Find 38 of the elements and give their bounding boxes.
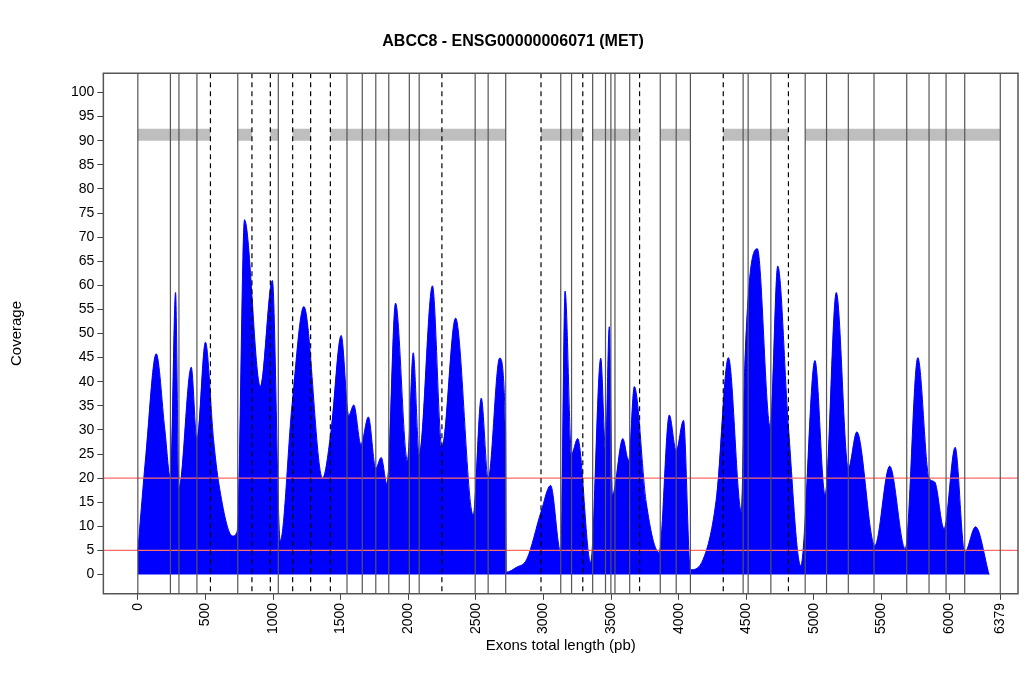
- y-tick-label: 45: [78, 348, 95, 365]
- x-axis-title: Exons total length (pb): [485, 636, 636, 654]
- x-tick-label: 2000: [399, 602, 416, 635]
- y-tick-label: 15: [78, 493, 95, 510]
- x-tick-label: 0: [128, 602, 145, 611]
- chart-title: ABCC8 - ENSG00000006071 (MET): [382, 32, 644, 50]
- y-tick-label: 70: [78, 227, 95, 244]
- x-tick-label: 3000: [534, 602, 551, 635]
- y-tick-label: 55: [78, 300, 95, 317]
- y-tick-label: 100: [71, 83, 95, 100]
- y-tick-label: 30: [78, 420, 95, 437]
- y-axis-title: Coverage: [7, 301, 25, 367]
- x-tick-label: 3500: [601, 602, 618, 635]
- x-tick-label: 6000: [939, 602, 956, 635]
- y-tick-label: 10: [78, 517, 95, 534]
- x-tick-label: 2500: [466, 602, 483, 635]
- x-tick-label: 4000: [669, 602, 686, 635]
- y-tick-label: 20: [78, 469, 95, 486]
- y-tick-label: 60: [78, 276, 95, 293]
- y-tick-label: 65: [78, 252, 95, 269]
- y-tick-label: 0: [86, 565, 95, 582]
- y-tick-label: 80: [78, 179, 95, 196]
- y-tick-label: 35: [78, 396, 95, 413]
- x-tick-label: 1000: [263, 602, 280, 635]
- x-tick-label: 5500: [872, 602, 889, 635]
- y-tick-label: 5: [86, 541, 95, 558]
- y-tick-label: 25: [78, 444, 95, 461]
- x-tick-label: 5000: [804, 602, 821, 635]
- y-tick-label: 75: [78, 203, 95, 220]
- x-tick-label: 4500: [737, 602, 754, 635]
- y-tick-label: 85: [78, 155, 95, 172]
- y-tick-label: 50: [78, 324, 95, 341]
- y-tick-label: 95: [78, 107, 95, 124]
- x-tick-label: 6379: [991, 602, 1008, 635]
- x-tick-label: 1500: [331, 602, 348, 635]
- y-tick-label: 40: [78, 372, 95, 389]
- x-tick-label: 500: [196, 602, 213, 627]
- y-tick-label: 90: [78, 131, 95, 148]
